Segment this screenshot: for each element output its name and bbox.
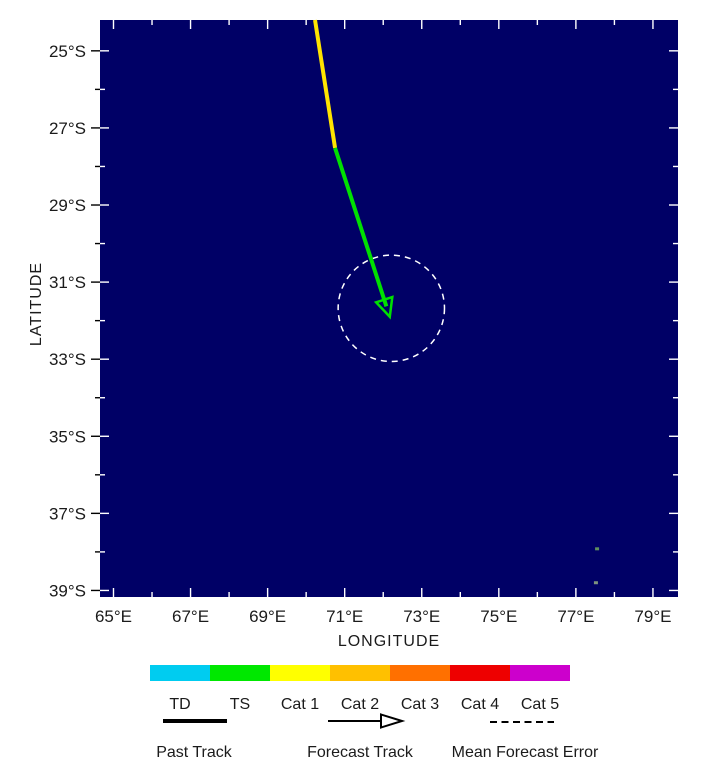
y-tick-label: 37°S [49, 504, 86, 523]
x-axis-title: LONGITUDE [338, 633, 440, 650]
y-axis-title: LATITUDE [28, 262, 45, 346]
legend-category-label-ts: TS [230, 696, 250, 713]
legend-swatch-ts [210, 665, 270, 681]
y-tick-label: 39°S [49, 581, 86, 600]
legend-swatch-cat-4 [450, 665, 510, 681]
past-track-line [313, 19, 338, 149]
legend-category-label-cat-4: Cat 4 [461, 696, 499, 713]
forecast-track-arrowhead [373, 295, 394, 320]
y-tick-label: 31°S [49, 273, 86, 292]
legend-swatch-cat-1 [270, 665, 330, 681]
legend-swatch-cat-2 [330, 665, 390, 681]
x-tick-label: 65°E [95, 607, 132, 626]
island-2 [593, 581, 598, 585]
legend-category-label-cat-5: Cat 5 [521, 696, 559, 713]
y-tick-label: 27°S [49, 119, 86, 138]
legend-swatch-td [150, 665, 210, 681]
y-tick-label: 33°S [49, 350, 86, 369]
forecast-track-legend-arrowhead [380, 713, 406, 729]
y-tick-label: 35°S [49, 427, 86, 446]
island-1 [595, 547, 600, 551]
x-tick-label: 67°E [172, 607, 209, 626]
legend-category-label-td: TD [169, 696, 190, 713]
legend-label-forecast-track: Forecast Track [307, 744, 414, 760]
legend-label-past-track: Past Track [156, 744, 233, 760]
legend-category-label-cat-3: Cat 3 [401, 696, 439, 713]
x-tick-label: 75°E [480, 607, 517, 626]
legend-swatch-cat-3 [390, 665, 450, 681]
legend-category-label-cat-2: Cat 2 [341, 696, 379, 713]
x-tick-label: 71°E [326, 607, 363, 626]
legend-label-mean-forecast-error: Mean Forecast Error [452, 744, 599, 760]
legend-swatch-cat-5 [510, 665, 570, 681]
mean-forecast-error-circle [337, 254, 446, 363]
legend-category-label-cat-1: Cat 1 [281, 696, 319, 713]
x-tick-label: 73°E [403, 607, 440, 626]
x-tick-label: 69°E [249, 607, 286, 626]
forecast-track-line [333, 147, 389, 307]
y-tick-label: 25°S [49, 42, 86, 61]
map-ocean-background [100, 20, 678, 597]
x-tick-label: 79°E [634, 607, 671, 626]
x-tick-label: 77°E [557, 607, 594, 626]
y-tick-label: 29°S [49, 196, 86, 215]
